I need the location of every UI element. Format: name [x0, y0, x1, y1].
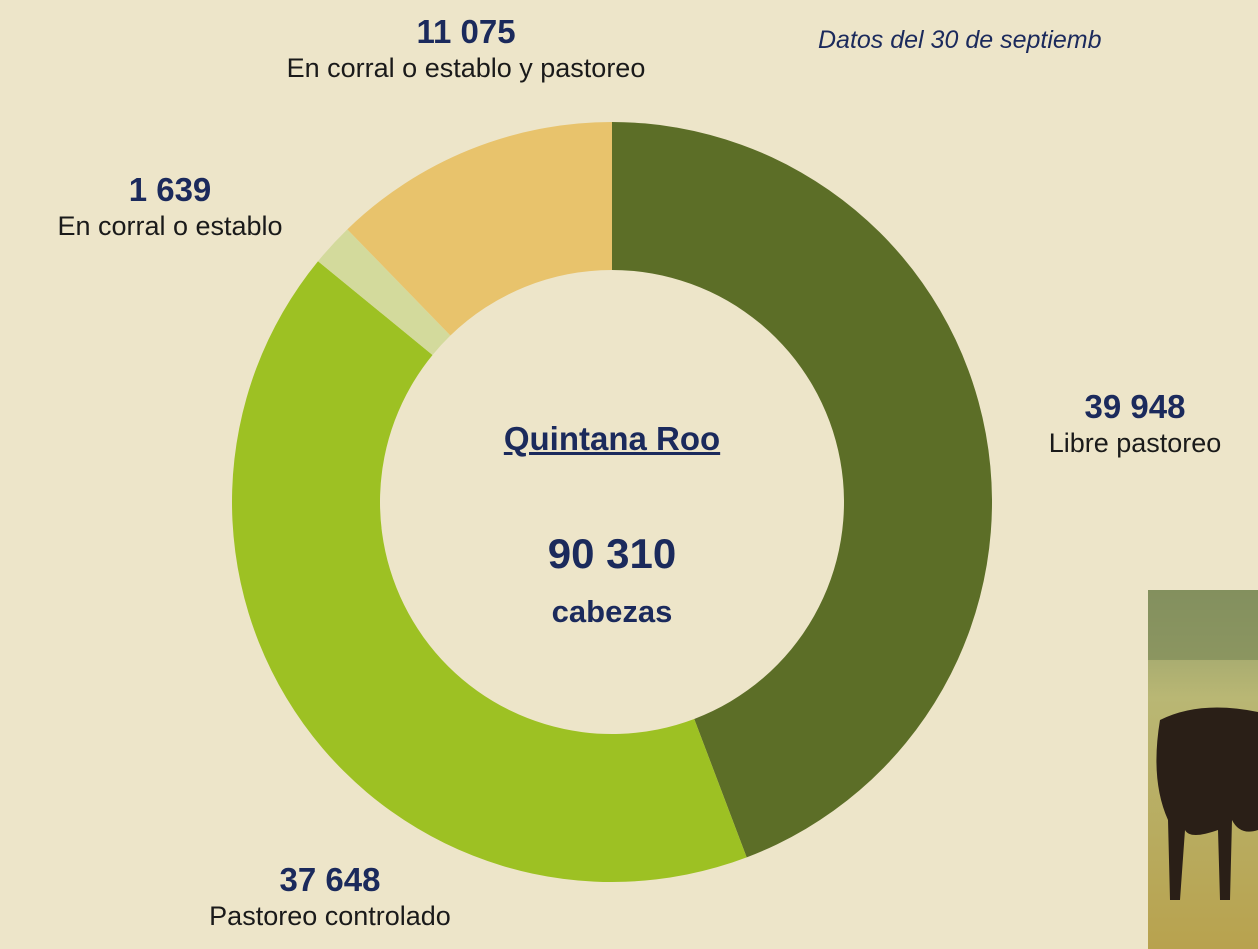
chart: [0, 0, 1258, 949]
value-label: 11 075: [281, 12, 651, 52]
category-label: En corral o establo y pastoreo: [281, 52, 651, 85]
center-total: 90 310: [548, 530, 676, 578]
center-title: Quintana Roo: [504, 420, 720, 458]
value-label: 39 948: [985, 387, 1258, 427]
center-unit: cabezas: [552, 594, 673, 630]
category-label: Libre pastoreo: [985, 427, 1258, 460]
category-label: Pastoreo controlado: [160, 900, 500, 933]
value-label: 1 639: [0, 170, 340, 210]
photo: [1148, 590, 1258, 949]
value-label: 37 648: [160, 860, 500, 900]
subtitle: Datos del 30 de septiemb: [818, 26, 1102, 55]
category-label: En corral o establo: [0, 210, 340, 243]
page: {"chart_data": {"type": "donut", "subtit…: [0, 0, 1258, 949]
